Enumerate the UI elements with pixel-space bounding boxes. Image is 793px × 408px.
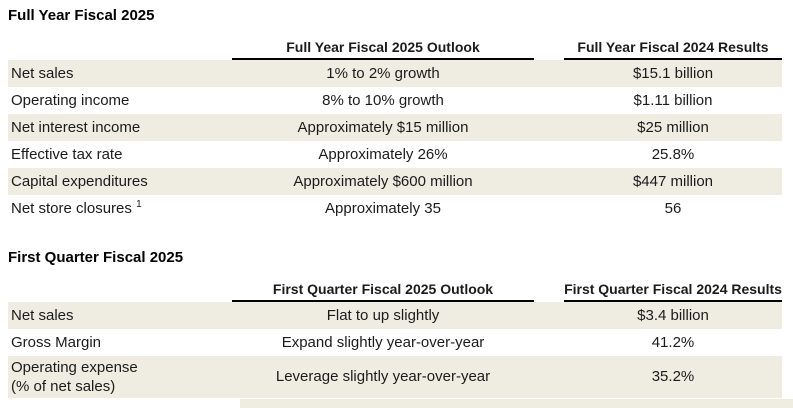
footnote-marker: 1	[136, 199, 142, 210]
column-header-results: Full Year Fiscal 2024 Results	[564, 36, 782, 60]
column-gap	[534, 60, 564, 87]
outlook-value: Flat to up slightly	[326, 307, 440, 324]
row-label-text: Net store closures	[11, 200, 132, 217]
table-header-row: Full Year Fiscal 2025 Outlook Full Year …	[8, 36, 782, 60]
full-year-fiscal-2025-table: Full Year Fiscal 2025 Full Year Fiscal 2…	[8, 6, 782, 222]
table-row-net-sales: Net sales 1% to 2% growth $15.1 billion	[8, 60, 782, 87]
results-value: $3.4 billion	[637, 307, 709, 324]
results-value: 25.8%	[651, 146, 695, 163]
column-gap	[534, 195, 564, 222]
column-gap	[534, 168, 564, 195]
column-gap	[534, 141, 564, 168]
table-row-capital-expenditures: Capital expenditures Approximately $600 …	[8, 168, 782, 195]
column-header-outlook: First Quarter Fiscal 2025 Outlook	[232, 278, 534, 302]
results-value: 41.2%	[651, 334, 695, 351]
column-header-blank	[8, 36, 232, 60]
table-row-operating-income: Operating income 8% to 10% growth $1.11 …	[8, 87, 782, 114]
table-header-row: First Quarter Fiscal 2025 Outlook First …	[8, 278, 782, 302]
outlook-value: Leverage slightly year-over-year	[275, 368, 491, 385]
outlook-value: Approximately 26%	[318, 146, 448, 163]
results-value: $1.11 billion	[633, 92, 713, 109]
column-gap	[534, 36, 564, 60]
table-row-net-store-closures: Net store closures 1 Approximately 35 56	[8, 195, 782, 222]
results-value: 56	[664, 200, 682, 217]
table-row-net-sales: Net sales Flat to up slightly $3.4 billi…	[8, 302, 782, 329]
row-label: Net sales	[11, 307, 74, 324]
section-title-full-year: Full Year Fiscal 2025	[8, 7, 155, 24]
table-row-net-interest-income: Net interest income Approximately $15 mi…	[8, 114, 782, 141]
row-label: Net sales	[11, 65, 74, 82]
outlook-value: 1% to 2% growth	[326, 65, 440, 82]
row-label: Operating expense (% of net sales)	[8, 356, 232, 398]
outlook-value: Approximately 35	[325, 200, 441, 217]
column-gap	[534, 114, 564, 141]
table-row-gross-margin: Gross Margin Expand slightly year-over-y…	[8, 329, 782, 356]
row-label: Gross Margin	[11, 334, 102, 351]
column-gap	[534, 302, 564, 329]
partial-row-strip	[240, 399, 793, 408]
row-label: Operating income	[11, 92, 130, 109]
column-gap	[534, 356, 564, 398]
outlook-value: 8% to 10% growth	[322, 92, 444, 109]
results-value: $15.1 billion	[632, 65, 714, 82]
table-row-operating-expense: Operating expense (% of net sales) Lever…	[8, 356, 782, 398]
column-header-outlook: Full Year Fiscal 2025 Outlook	[232, 36, 534, 60]
outlook-value: Approximately $600 million	[293, 173, 473, 190]
results-value: $447 million	[632, 173, 714, 190]
row-label: Net interest income	[11, 119, 141, 136]
column-gap	[534, 87, 564, 114]
row-label-line1: Operating expense	[11, 359, 138, 376]
outlook-value: Expand slightly year-over-year	[281, 334, 485, 351]
row-label: Capital expenditures	[11, 173, 148, 190]
column-gap	[534, 278, 564, 302]
column-gap	[534, 329, 564, 356]
first-quarter-fiscal-2025-table: First Quarter Fiscal 2025 First Quarter …	[8, 248, 782, 398]
column-header-results: First Quarter Fiscal 2024 Results	[564, 278, 782, 302]
results-value: 35.2%	[651, 368, 695, 385]
row-label-line2: (% of net sales)	[11, 378, 116, 395]
column-header-blank	[8, 278, 232, 302]
row-label: Net store closures 1	[8, 195, 232, 222]
outlook-value: Approximately $15 million	[297, 119, 469, 136]
results-value: $25 million	[637, 119, 709, 136]
row-label: Effective tax rate	[11, 146, 123, 163]
table-row-effective-tax-rate: Effective tax rate Approximately 26% 25.…	[8, 141, 782, 168]
section-title-first-quarter: First Quarter Fiscal 2025	[8, 249, 184, 266]
